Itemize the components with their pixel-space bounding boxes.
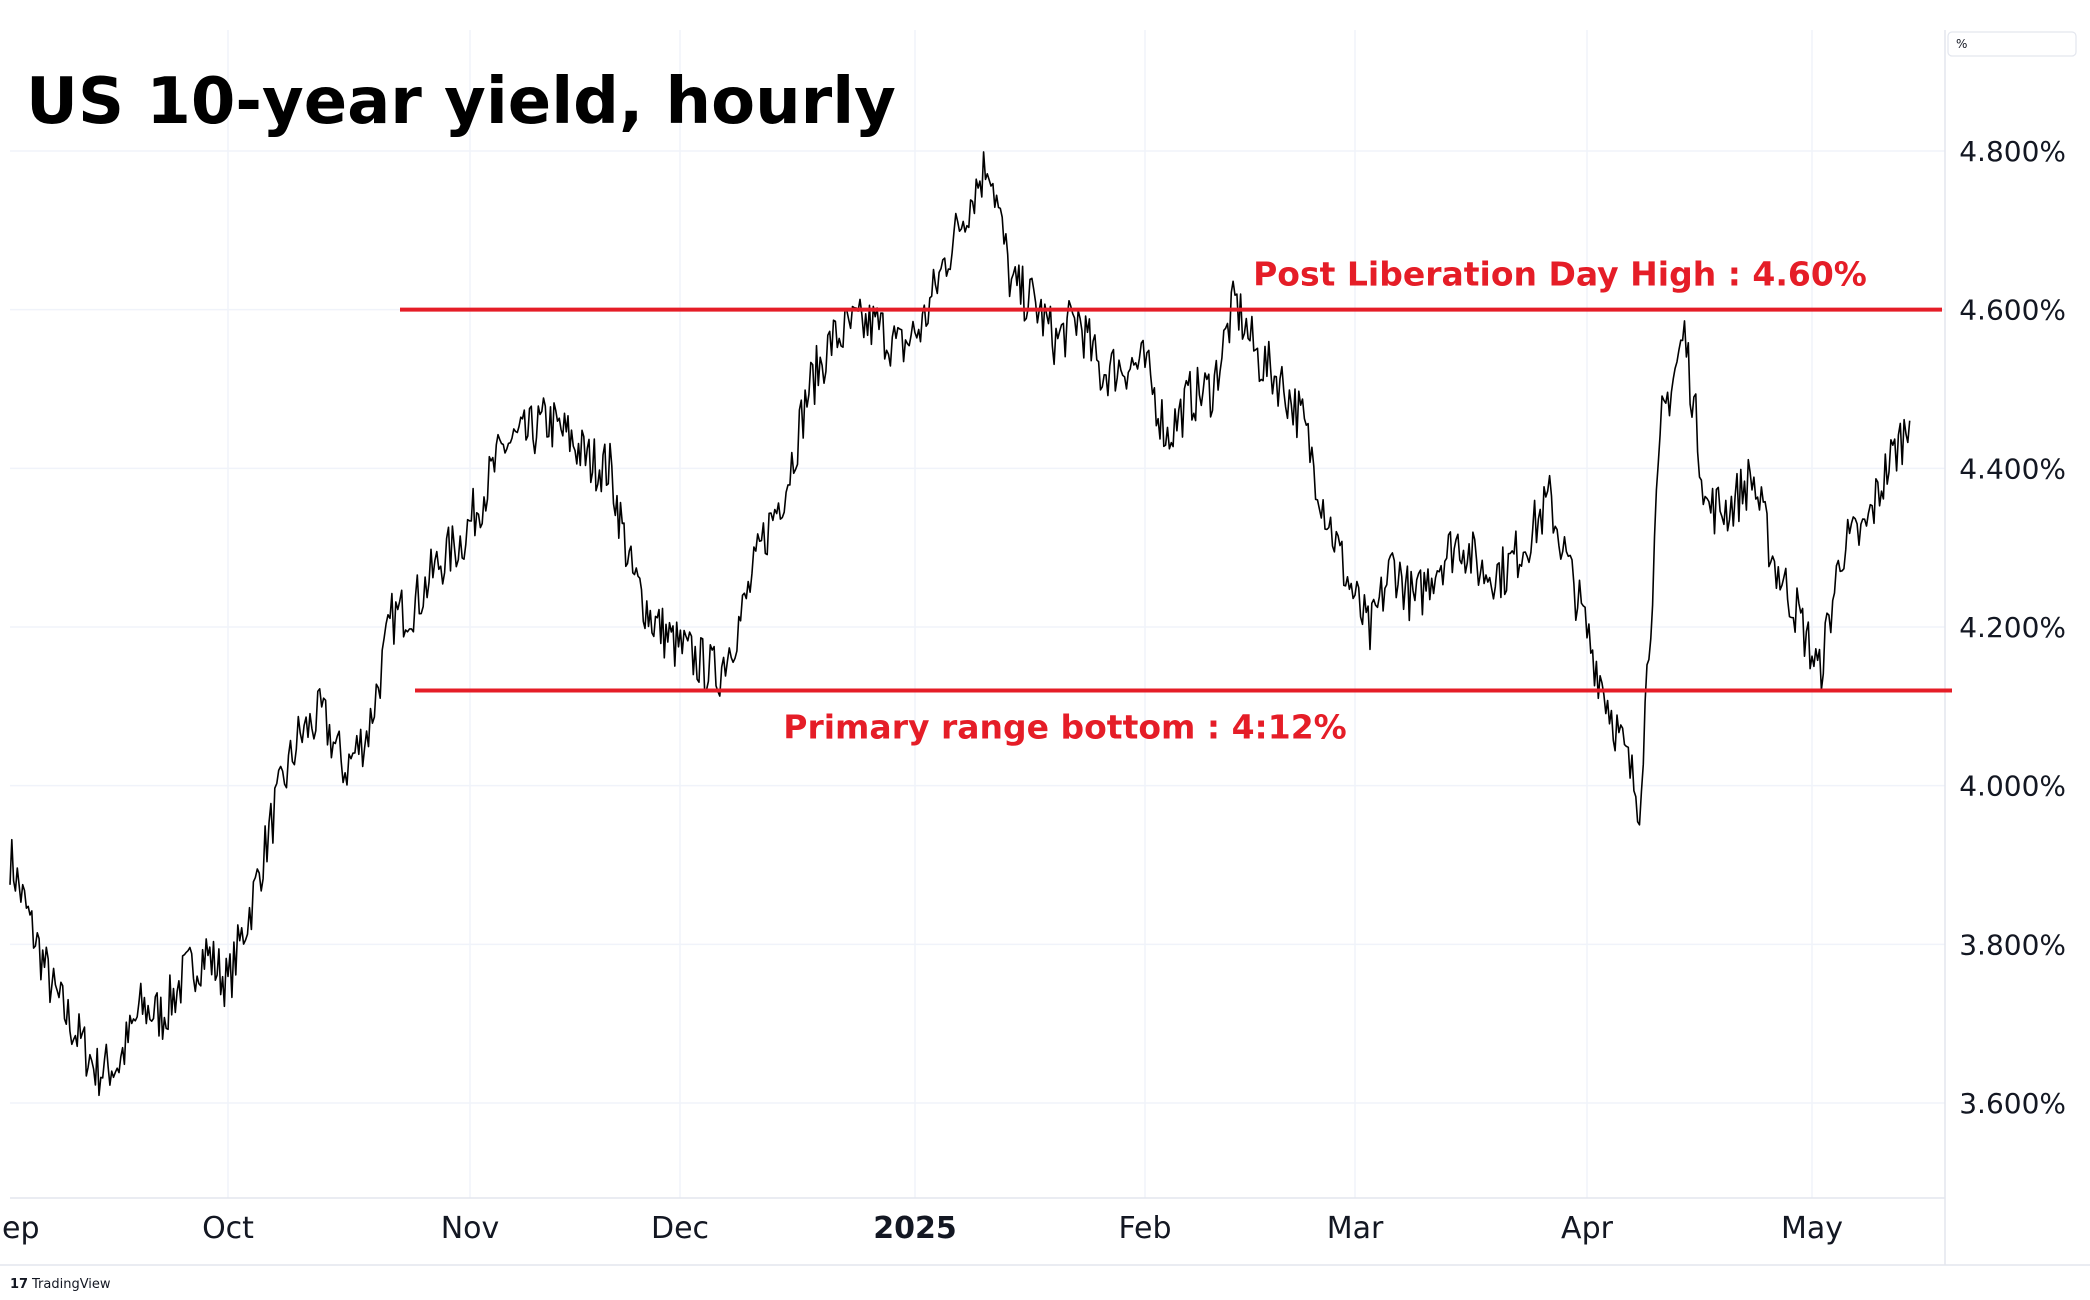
- x-tick-label: Oct: [202, 1211, 254, 1246]
- x-tick-label: Mar: [1327, 1211, 1384, 1246]
- x-tick-label: May: [1781, 1211, 1843, 1246]
- x-tick-label: Feb: [1118, 1211, 1171, 1246]
- x-tick-label: Dec: [651, 1211, 709, 1246]
- tradingview-label: TradingView: [31, 1277, 111, 1292]
- x-tick-label: Apr: [1561, 1211, 1614, 1246]
- y-tick-label: 4.200%: [1959, 611, 2066, 644]
- y-tick-label: 4.600%: [1959, 294, 2066, 327]
- yield-series-line: [9, 151, 1911, 1097]
- unit-box: [1947, 31, 2077, 57]
- tradingview-icon: 17: [10, 1277, 28, 1292]
- support-label: Primary range bottom : 4:12%: [783, 707, 1346, 746]
- y-tick-label: 4.800%: [1959, 135, 2066, 168]
- resistance-label: Post Liberation Day High : 4.60%: [1253, 255, 1867, 294]
- x-tick-label: ep: [2, 1211, 40, 1246]
- x-tick-label: 2025: [873, 1211, 957, 1246]
- chart-title: US 10-year yield, hourly: [26, 65, 896, 139]
- unit-label: %: [1956, 37, 1967, 51]
- y-tick-label: 4.000%: [1959, 770, 2066, 803]
- y-tick-label: 3.600%: [1959, 1087, 2066, 1120]
- x-tick-label: Nov: [441, 1211, 500, 1246]
- y-tick-label: 4.400%: [1959, 452, 2066, 485]
- tradingview-logo: 17 TradingView: [10, 1277, 111, 1292]
- y-tick-label: 3.800%: [1959, 928, 2066, 961]
